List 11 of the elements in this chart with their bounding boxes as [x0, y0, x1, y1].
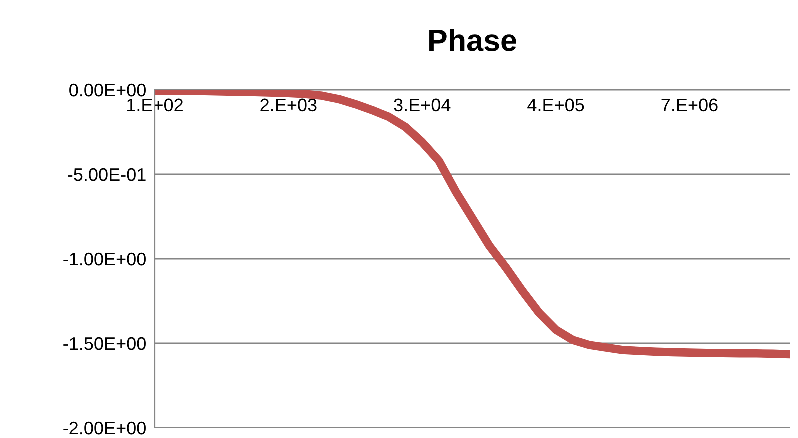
x-tick-label: 2.E+03	[260, 98, 317, 112]
x-tick-label: 3.E+04	[394, 98, 451, 112]
x-tick-label: 4.E+05	[528, 98, 584, 112]
x-tick-label: 7.E+06	[662, 98, 718, 112]
y-tick-label: -5.00E-01	[68, 168, 146, 182]
chart-title: Phase	[430, 28, 516, 52]
y-tick-label: -1.50E+00	[64, 337, 146, 350]
y-tick-label: 0.00E+00	[70, 84, 146, 97]
y-tick-label: -1.00E+00	[64, 252, 146, 266]
y-tick-label: -2.00E+00	[64, 422, 146, 435]
x-tick-label: 1.E+02	[128, 98, 183, 112]
